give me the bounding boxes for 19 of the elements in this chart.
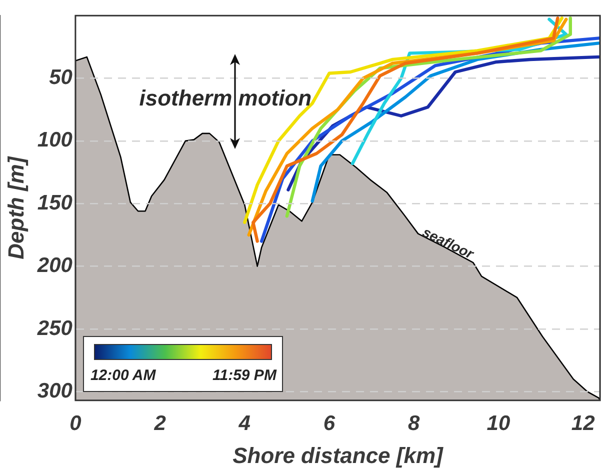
x-axis-title: Shore distance [km] bbox=[232, 442, 444, 468]
y-axis-title: Depth [m] bbox=[3, 156, 28, 260]
y-tick-label: 200 bbox=[36, 254, 73, 278]
y-tick-label: 250 bbox=[36, 316, 73, 340]
gradient-scale-box: 12:00 AM 11:59 PM bbox=[83, 336, 284, 392]
x-tick-label: 0 bbox=[70, 412, 82, 435]
y-tick-label: 300 bbox=[37, 379, 73, 402]
y-tick-label: 150 bbox=[37, 191, 73, 214]
x-tick-label: 10 bbox=[486, 412, 510, 435]
annotation: 12:00 AM bbox=[90, 367, 156, 384]
y-tick-label: 100 bbox=[37, 128, 73, 152]
annotation: isotherm motion bbox=[139, 86, 312, 111]
x-tick-label: 2 bbox=[153, 412, 166, 435]
x-tick-label: 4 bbox=[238, 412, 251, 435]
x-tick-label: 8 bbox=[408, 412, 420, 435]
annotation: 11:59 PM bbox=[212, 367, 276, 384]
x-tick-label: 6 bbox=[323, 412, 336, 435]
y-tick-label: 50 bbox=[49, 66, 73, 90]
x-tick-label: 12 bbox=[571, 412, 596, 435]
